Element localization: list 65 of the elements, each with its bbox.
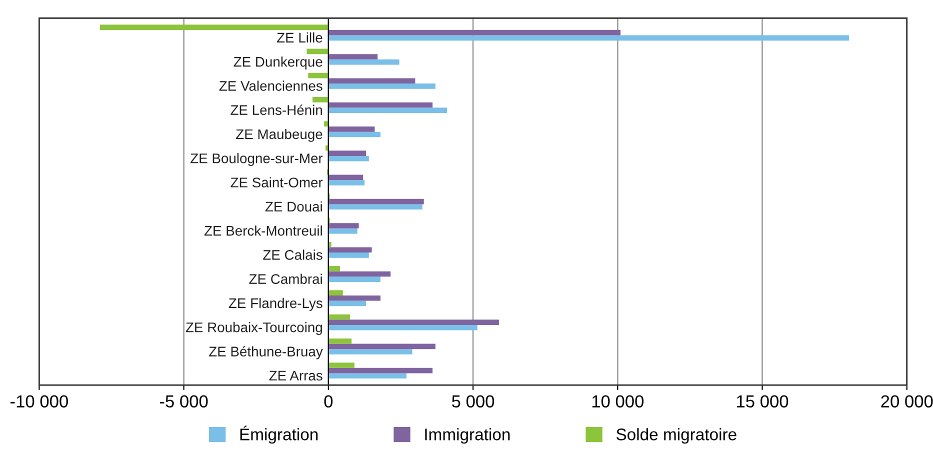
y-tick-label: ZE Berck-Montreuil: [204, 226, 322, 236]
y-tick-label: ZE Maubeuge: [236, 128, 322, 142]
bar: [328, 30, 621, 36]
bar: [328, 180, 365, 186]
bar: [328, 228, 358, 234]
bar: [312, 97, 328, 102]
bar: [324, 121, 328, 127]
y-tick-label: ZE Béthune-Bruay: [209, 346, 323, 360]
bar: [328, 247, 372, 253]
bar: [328, 344, 436, 350]
bar: [328, 198, 424, 204]
bar: [328, 290, 343, 296]
bar: [328, 78, 416, 84]
bar: [308, 72, 328, 78]
y-tick-label: ZE Flandre-Lys: [228, 298, 322, 311]
bar: [328, 252, 369, 258]
bar: [328, 276, 380, 282]
y-tick-label: ZE Lens-Hénin: [230, 104, 322, 116]
bar: [328, 349, 412, 354]
bar: [328, 362, 354, 368]
bar: [328, 84, 436, 89]
bar: [328, 126, 375, 132]
y-tick-label: ZE Boulogne-sur-Mer: [190, 153, 323, 166]
legend-label: Émigration: [240, 426, 318, 444]
bar: [328, 338, 352, 344]
x-tick-label: 20 000: [881, 395, 933, 408]
bar: [306, 48, 328, 54]
bar: [328, 102, 433, 108]
bar: [328, 266, 340, 272]
y-tick-label: ZE Cambrai: [249, 274, 322, 284]
bar: [328, 35, 850, 41]
bar: [328, 204, 422, 210]
x-tick-label: 0: [324, 395, 333, 408]
y-tick-label: ZE Douai: [265, 201, 322, 212]
x-tick-label: -10 000: [10, 395, 68, 408]
bar: [328, 314, 350, 320]
y-tick-label: ZE Valenciennes: [219, 80, 322, 91]
bar: [328, 108, 447, 113]
bar: [328, 373, 407, 379]
y-tick-label: ZE Saint-Omer: [230, 177, 323, 188]
bar: [328, 271, 391, 277]
y-tick-label: ZE Calais: [263, 250, 322, 260]
bar: [328, 54, 378, 60]
bar: [328, 223, 359, 228]
y-tick-label: ZE Arras: [269, 370, 322, 381]
x-tick-label: 15 000: [737, 395, 788, 408]
bar: [328, 59, 400, 65]
bar: [328, 300, 366, 306]
bar: [328, 320, 500, 325]
bar: [328, 174, 364, 180]
bar: [328, 295, 380, 301]
x-tick-label: -5 000: [160, 395, 208, 408]
bar: [328, 368, 433, 374]
legend-label: Immigration: [425, 428, 510, 444]
bar: [100, 24, 328, 30]
legend-label: Solde migratoire: [616, 428, 736, 444]
bar: [328, 132, 380, 138]
y-tick-label: ZE Roubaix-Tourcoing: [186, 322, 322, 336]
bar: [328, 324, 478, 330]
x-tick-label: 5 000: [452, 395, 494, 408]
y-tick-label: ZE Lille: [276, 32, 322, 43]
bar: [328, 156, 369, 162]
bar: [328, 150, 366, 156]
x-tick-label: 10 000: [592, 395, 644, 408]
y-tick-label: ZE Dunkerque: [234, 56, 322, 70]
